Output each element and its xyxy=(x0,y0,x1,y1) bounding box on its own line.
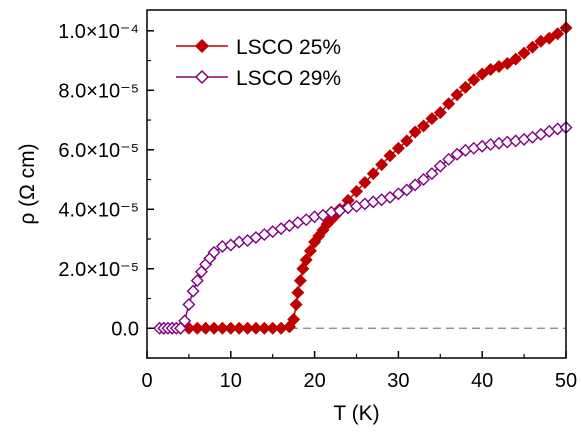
y-axis-title: ρ (Ω cm) xyxy=(16,143,39,224)
data-point xyxy=(500,57,514,71)
x-tick-label: 50 xyxy=(555,370,577,392)
data-point xyxy=(358,176,372,190)
legend-label: LSCO 29% xyxy=(236,67,341,90)
data-point xyxy=(190,274,204,288)
data-point xyxy=(433,159,447,173)
data-point xyxy=(215,321,229,335)
legend-swatch-marker xyxy=(194,69,210,85)
legend-label: LSCO 25% xyxy=(236,36,341,59)
data-point xyxy=(296,262,310,276)
x-tick-label: 40 xyxy=(471,370,493,392)
data-point xyxy=(475,67,489,81)
data-point xyxy=(182,297,196,311)
y-tick-label: 0.0 xyxy=(111,318,139,340)
data-point xyxy=(350,184,363,198)
data-point xyxy=(207,321,221,335)
data-point xyxy=(425,167,439,181)
legend: LSCO 25% LSCO 29% xyxy=(176,36,341,90)
data-point xyxy=(442,152,456,166)
data-point xyxy=(186,284,200,298)
data-point xyxy=(509,52,523,66)
data-point xyxy=(241,321,255,335)
data-point xyxy=(391,141,405,155)
x-axis-title: T (K) xyxy=(333,402,379,425)
legend-swatch-marker xyxy=(194,38,210,54)
data-point xyxy=(303,244,317,258)
data-point xyxy=(299,253,313,267)
data-point xyxy=(450,147,464,161)
data-point xyxy=(450,88,464,102)
data-point xyxy=(257,321,271,335)
x-tick-label: 20 xyxy=(303,370,325,392)
data-point xyxy=(199,321,213,335)
data-point xyxy=(517,46,531,60)
data-point xyxy=(366,167,380,181)
y-tick-label: 8.0×10⁻⁵ xyxy=(58,80,139,102)
y-tick-label: 4.0×10⁻⁵ xyxy=(58,199,139,221)
y-tick-label: 1.0×10⁻⁴ xyxy=(58,21,139,43)
series-1 xyxy=(157,21,573,335)
data-point xyxy=(408,125,422,139)
data-point xyxy=(178,314,192,328)
data-point xyxy=(433,106,447,120)
data-point xyxy=(458,80,472,94)
data-point xyxy=(291,286,305,300)
ticks-layer: 0 10 20 30 40 50 0.0 2.0×10⁻⁵ 4.0×10⁻⁵ 6.0×10⁻⁵ 8.… xyxy=(58,21,577,392)
data-point xyxy=(383,149,397,163)
data-point xyxy=(375,158,389,172)
series-layer xyxy=(153,21,573,335)
data-point xyxy=(207,245,221,259)
series-line xyxy=(159,126,567,330)
data-point xyxy=(190,321,204,335)
data-point xyxy=(391,187,405,201)
data-point xyxy=(232,321,246,335)
data-point xyxy=(467,73,481,87)
x-tick-label: 0 xyxy=(141,370,152,392)
x-tick-label: 10 xyxy=(220,370,242,392)
data-point xyxy=(542,31,556,45)
data-point xyxy=(425,112,439,126)
data-point xyxy=(400,134,414,148)
data-point xyxy=(551,27,565,41)
series-2 xyxy=(153,120,573,335)
data-point xyxy=(249,321,263,335)
data-point xyxy=(525,40,539,54)
data-point xyxy=(289,297,303,311)
data-point xyxy=(287,312,301,326)
data-point xyxy=(408,178,422,192)
data-point xyxy=(417,173,431,187)
y-tick-label: 6.0×10⁻⁵ xyxy=(58,140,139,162)
data-point xyxy=(293,274,307,288)
data-point xyxy=(224,321,238,335)
y-tick-label: 2.0×10⁻⁵ xyxy=(58,259,139,281)
x-tick-label: 30 xyxy=(387,370,409,392)
data-point xyxy=(266,321,280,335)
data-point xyxy=(400,183,414,197)
data-point xyxy=(442,97,456,111)
data-point xyxy=(417,119,431,133)
